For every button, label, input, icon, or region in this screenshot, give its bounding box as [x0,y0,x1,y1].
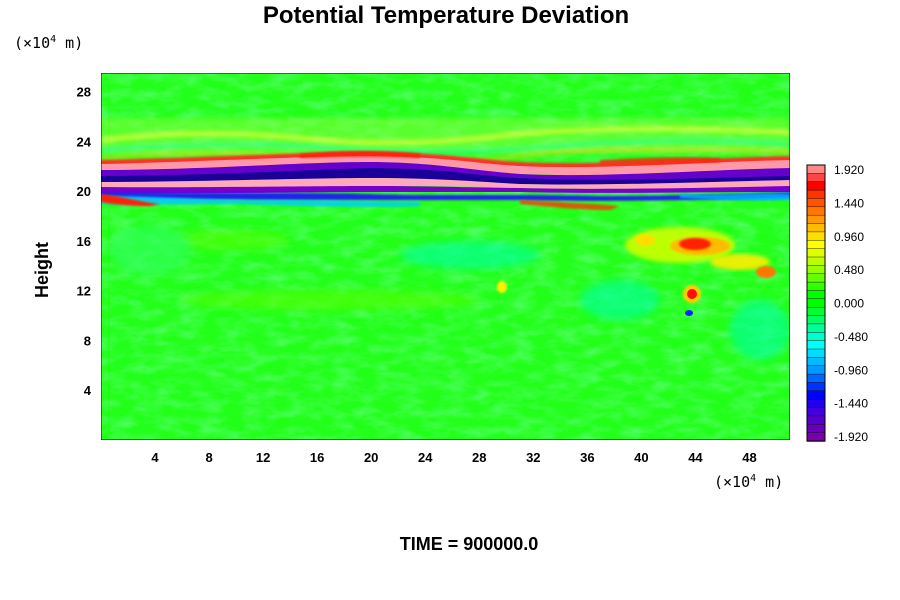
colorbar-tick-label: -1.440 [834,397,868,411]
y-unit-exponent: 4 [50,34,56,45]
colorbar-swatch [806,281,826,292]
colorbar-swatch [806,415,826,425]
svg-text:(×104 m): (×104 m) [714,473,783,491]
colorbar-tick-label: 0.480 [834,263,864,277]
colorbar-swatch [806,398,826,409]
x-unit-suffix: m) [756,473,783,491]
colorbar-swatch [806,189,826,200]
colorbar-swatch [806,348,826,359]
main-band [101,151,790,210]
colorbar-swatch [806,256,826,267]
y-tick-label: 12 [77,284,91,299]
colorbar-swatch [806,214,826,225]
y-axis-label: Height [32,242,52,298]
colorbar-tick-label: -1.920 [834,430,868,444]
x-tick-label: 32 [526,450,540,465]
y-axis-ticks: 28 24 20 16 12 8 4 [77,85,92,399]
colorbar-swatch [806,231,826,241]
colorbar-tick-label: -0.480 [834,330,868,344]
lower-cool-regions [110,225,790,360]
colorbar-swatch [806,323,826,333]
colorbar-swatch [806,298,826,308]
x-tick-label: 24 [418,450,433,465]
colorbar [806,164,826,442]
colorbar-swatch [806,357,826,367]
warm-cluster [497,227,776,316]
colorbar-tick-label: 0.000 [834,297,864,311]
colorbar-swatch [806,390,826,400]
colorbar-swatch [806,181,826,191]
x-tick-label: 44 [688,450,703,465]
colorbar-tick-label: 1.440 [834,196,864,210]
colorbar-tick-label: 1.920 [834,163,864,177]
y-unit-prefix: (×10 [14,34,50,52]
colorbar-swatch [806,164,826,175]
colorbar-swatch [806,382,826,392]
y-tick-label: 8 [84,333,91,348]
y-tick-label: 20 [77,184,91,199]
colorbar-frame [806,164,826,442]
colorbar-swatch [806,306,826,317]
x-tick-label: 28 [472,450,486,465]
x-tick-label: 48 [742,450,756,465]
y-tick-label: 28 [77,85,91,100]
colorbar-swatch [806,223,826,233]
x-tick-label: 4 [151,450,159,465]
upper-wave-region [101,118,790,164]
colorbar-swatch [806,340,826,350]
colorbar-swatch [806,240,826,250]
colorbar-swatch [806,206,826,216]
x-tick-label: 8 [205,450,212,465]
colorbar-swatch [806,432,826,442]
colorbar-swatch [806,407,826,417]
colorbar-swatch [806,198,826,208]
colorbar-swatch [806,315,826,325]
y-unit-suffix: m) [56,34,83,52]
colorbar-labels: 1.920 1.440 0.960 0.480 0.000 -0.480 -0.960 -1.… [834,163,868,444]
colorbar-tick-label: 0.960 [834,230,864,244]
x-axis-ticks: 4 8 12 16 20 24 28 32 36 40 44 48 [151,450,756,465]
x-tick-label: 12 [256,450,270,465]
x-tick-label: 36 [580,450,594,465]
colorbar-swatch [806,365,826,375]
x-tick-label: 16 [310,450,324,465]
chart-title: Potential Temperature Deviation [263,2,629,29]
y-tick-label: 16 [77,234,91,249]
svg-text:(×104 m): (×104 m) [14,34,83,52]
colorbar-tick-label: -0.960 [834,363,868,377]
x-tick-label: 20 [364,450,378,465]
x-tick-label: 40 [634,450,648,465]
plot-area [101,73,790,440]
colorbar-swatch [806,248,826,258]
colorbar-swatch [806,332,826,342]
colorbar-swatch [806,173,826,183]
colorbar-swatch [806,273,826,283]
colorbar-swatch [806,290,826,300]
time-label: TIME = 900000.0 [400,534,539,554]
colorbar-swatch [806,373,826,384]
y-tick-label: 4 [84,383,92,398]
x-axis-unit: (×104 m) [714,473,783,491]
colorbar-swatch [806,265,826,275]
y-tick-label: 24 [77,134,92,149]
x-unit-exponent: 4 [750,473,756,484]
colorbar-swatch [806,424,826,434]
y-axis-unit: (×104 m) [14,34,83,52]
x-unit-prefix: (×10 [714,473,750,491]
